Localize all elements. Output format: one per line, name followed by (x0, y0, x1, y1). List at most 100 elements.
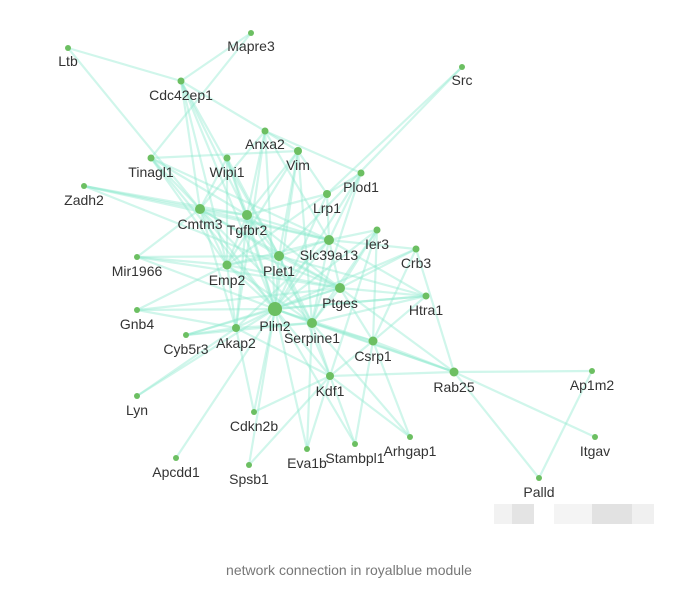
node-label-spsb1: Spsb1 (229, 471, 269, 487)
edge-ier3-ptges (339, 229, 378, 289)
node-ier3[interactable] (373, 226, 381, 234)
node-label-crb3: Crb3 (401, 255, 432, 271)
edge-slc39a13-plin2 (274, 239, 330, 310)
edge-tgfbr2-slc39a13 (246, 213, 330, 242)
node-cyb5r3[interactable] (183, 332, 189, 338)
node-plod1[interactable] (357, 169, 365, 177)
node-lrp1[interactable] (323, 190, 331, 198)
edge-tinagl1-emp2 (150, 157, 228, 266)
edge-slc39a13-serpine1 (310, 239, 331, 324)
node-slc39a13[interactable] (324, 235, 334, 245)
node-palld[interactable] (536, 475, 542, 481)
edge-mir1966-emp2 (136, 255, 228, 267)
node-zadh2[interactable] (81, 183, 87, 189)
edge-anxa2-cmtm3 (199, 130, 266, 210)
node-kdf1[interactable] (326, 372, 334, 380)
node-mir1966[interactable] (134, 254, 140, 260)
node-wipi1[interactable] (223, 154, 231, 162)
node-cmtm3[interactable] (195, 204, 205, 214)
node-htra1[interactable] (422, 292, 430, 300)
node-emp2[interactable] (222, 260, 232, 270)
edge-plin2-csrp1 (274, 307, 374, 343)
edge-csrp1-kdf1 (329, 340, 374, 377)
node-itgav[interactable] (592, 434, 598, 440)
edge-tgfbr2-plin2 (245, 214, 277, 310)
node-anxa2[interactable] (261, 127, 269, 135)
edge-gnb4-plin2 (136, 307, 276, 312)
edge-serpine1-akap2 (235, 321, 313, 330)
edge-plet1-kdf1 (277, 255, 332, 377)
node-tinagl1[interactable] (147, 154, 155, 162)
edge-mapre3-cdc42ep1 (180, 32, 252, 82)
node-vim[interactable] (294, 147, 302, 155)
edge-plin2-htra1 (274, 294, 427, 311)
edge-tgfbr2-emp2 (225, 214, 249, 266)
node-stambpl1[interactable] (352, 441, 358, 447)
node-crb3[interactable] (412, 245, 420, 253)
node-label-slc39a13: Slc39a13 (300, 247, 359, 263)
edge-ier3-slc39a13 (328, 228, 378, 242)
node-plet1[interactable] (274, 251, 284, 261)
edge-vim-lrp1 (297, 150, 328, 195)
edge-serpine1-arhgap1 (311, 322, 411, 438)
node-ptges[interactable] (335, 283, 345, 293)
edge-wipi1-cmtm3 (199, 157, 228, 210)
node-label-plod1: Plod1 (343, 179, 379, 195)
edge-plod1-lrp1 (326, 172, 362, 195)
edge-plin2-apcdd1 (175, 308, 276, 459)
edge-plod1-serpine1 (310, 172, 363, 324)
node-eva1b[interactable] (304, 446, 310, 452)
edge-ap1m2-palld (538, 370, 593, 479)
edge-gnb4-akap2 (136, 308, 237, 330)
node-ap1m2[interactable] (589, 368, 595, 374)
edge-zadh2-ptges (83, 184, 341, 290)
node-arhgap1[interactable] (407, 434, 413, 440)
edge-plin2-kdf1 (274, 308, 331, 377)
node-ltb[interactable] (65, 45, 71, 51)
node-label-plet1: Plet1 (263, 263, 295, 279)
edge-lrp1-emp2 (226, 193, 328, 266)
node-src[interactable] (459, 64, 465, 70)
node-label-mapre3: Mapre3 (227, 38, 275, 54)
edge-crb3-ptges (339, 248, 417, 289)
node-label-eva1b: Eva1b (287, 455, 327, 471)
node-gnb4[interactable] (134, 307, 140, 313)
node-mapre3[interactable] (248, 30, 254, 36)
edge-plin2-rab25 (274, 307, 455, 374)
node-cdc42ep1[interactable] (177, 77, 185, 85)
edge-gnb4-ptges (136, 286, 341, 312)
node-cdkn2b[interactable] (251, 409, 257, 415)
edge-cmtm3-plet1 (199, 208, 280, 257)
edge-vim-tgfbr2 (246, 150, 299, 216)
node-rab25[interactable] (449, 367, 459, 377)
node-serpine1[interactable] (307, 318, 317, 328)
edge-cdc42ep1-anxa2 (180, 80, 266, 132)
node-label-stambpl1: Stambpl1 (325, 450, 384, 466)
edge-vim-serpine1 (296, 150, 314, 324)
edge-cmtm3-akap2 (198, 208, 238, 329)
node-lyn[interactable] (134, 393, 140, 399)
node-label-src: Src (452, 72, 473, 88)
node-csrp1[interactable] (368, 336, 378, 346)
node-plin2[interactable] (268, 302, 282, 316)
edge-plin2-akap2 (235, 308, 276, 329)
edge-ier3-plin2 (274, 229, 378, 310)
edge-slc39a13-akap2 (235, 239, 330, 329)
node-apcdd1[interactable] (173, 455, 179, 461)
edge-vim-plin2 (273, 150, 300, 310)
edge-lrp1-plin2 (273, 193, 329, 310)
node-spsb1[interactable] (246, 462, 252, 468)
edge-vim-tinagl1 (150, 149, 299, 160)
edge-serpine1-rab25 (311, 321, 455, 374)
edge-plod1-plin2 (274, 172, 362, 310)
node-tgfbr2[interactable] (242, 210, 252, 220)
node-akap2[interactable] (232, 324, 240, 332)
edge-cdc42ep1-cmtm3 (179, 80, 202, 210)
edge-serpine1-kdf1 (310, 322, 332, 377)
node-label-serpine1: Serpine1 (284, 330, 340, 346)
edge-emp2-plet1 (226, 254, 280, 267)
edge-plet1-serpine1 (278, 255, 313, 324)
edge-emp2-plin2 (226, 264, 276, 310)
edge-plin2-eva1b (273, 308, 309, 450)
